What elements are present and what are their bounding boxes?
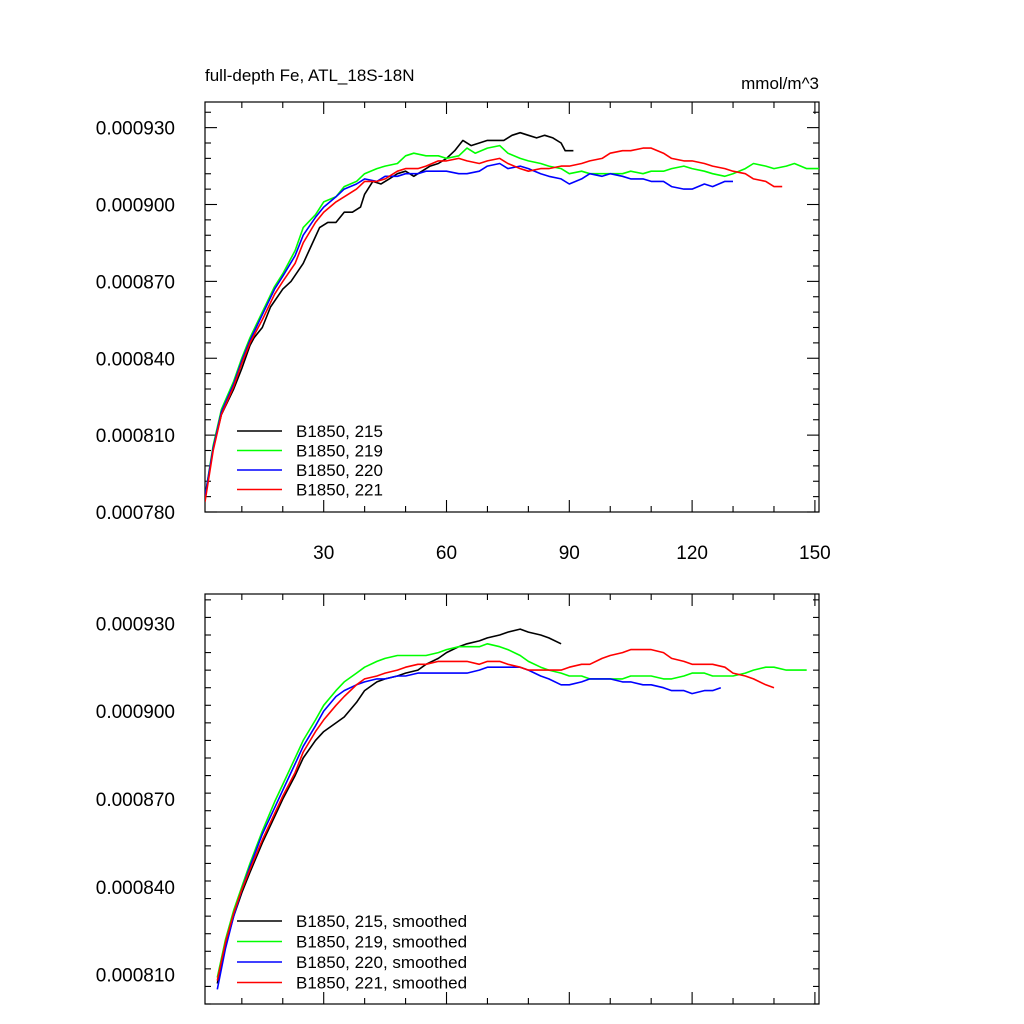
y-tick-label: 0.000840: [96, 878, 175, 899]
y-tick-label: 0.000900: [96, 196, 175, 217]
series-line-1: [205, 144, 819, 497]
plot-frame: [204, 101, 820, 513]
series-line-1: [216, 643, 807, 978]
legend-label: B1850, 220: [296, 461, 383, 480]
y-tick-label: 0.000870: [96, 272, 175, 293]
y-tick-label: 0.000810: [96, 966, 175, 987]
y-tick-label: 0.000810: [96, 426, 175, 447]
series-line-3: [216, 648, 775, 981]
units-label: mmol/m^3: [741, 74, 819, 93]
legend-label: B1850, 215, smoothed: [296, 912, 467, 931]
series-line-2: [205, 162, 733, 497]
legend-label: B1850, 219: [296, 442, 383, 461]
legend-label: B1850, 215: [296, 422, 383, 441]
series-group: [216, 628, 807, 990]
legend-label: B1850, 221, smoothed: [296, 974, 467, 993]
chart-title: full-depth Fe, ATL_18S-18N: [205, 66, 414, 85]
series-line-3: [205, 147, 783, 502]
y-tick-label: 0.000780: [96, 503, 175, 524]
legend-label: B1850, 219, smoothed: [296, 933, 467, 952]
series-line-2: [216, 666, 722, 990]
bottom-panel: 0.000810 0.000840 0.000870 0.000900 0.000930…: [96, 593, 820, 1005]
y-tick-label: 0.000840: [96, 349, 175, 370]
legend-label: B1850, 220, smoothed: [296, 953, 467, 972]
legend-label: B1850, 221: [296, 481, 383, 500]
x-tick-label: 120: [676, 543, 708, 564]
x-tick-label: 30: [313, 543, 334, 564]
top-panel: 0.000780 0.000810 0.000840 0.000870 0.000900…: [96, 66, 831, 564]
x-tick-label: 60: [436, 543, 457, 564]
series-group: [205, 131, 819, 502]
y-tick-label: 0.000870: [96, 790, 175, 811]
plot-frame: [204, 593, 820, 1005]
y-tick-label: 0.000930: [96, 119, 175, 140]
x-tick-label: 90: [559, 543, 580, 564]
x-tick-label: 150: [799, 543, 831, 564]
y-tick-label: 0.000930: [96, 614, 175, 635]
y-tick-label: 0.000900: [96, 702, 175, 723]
